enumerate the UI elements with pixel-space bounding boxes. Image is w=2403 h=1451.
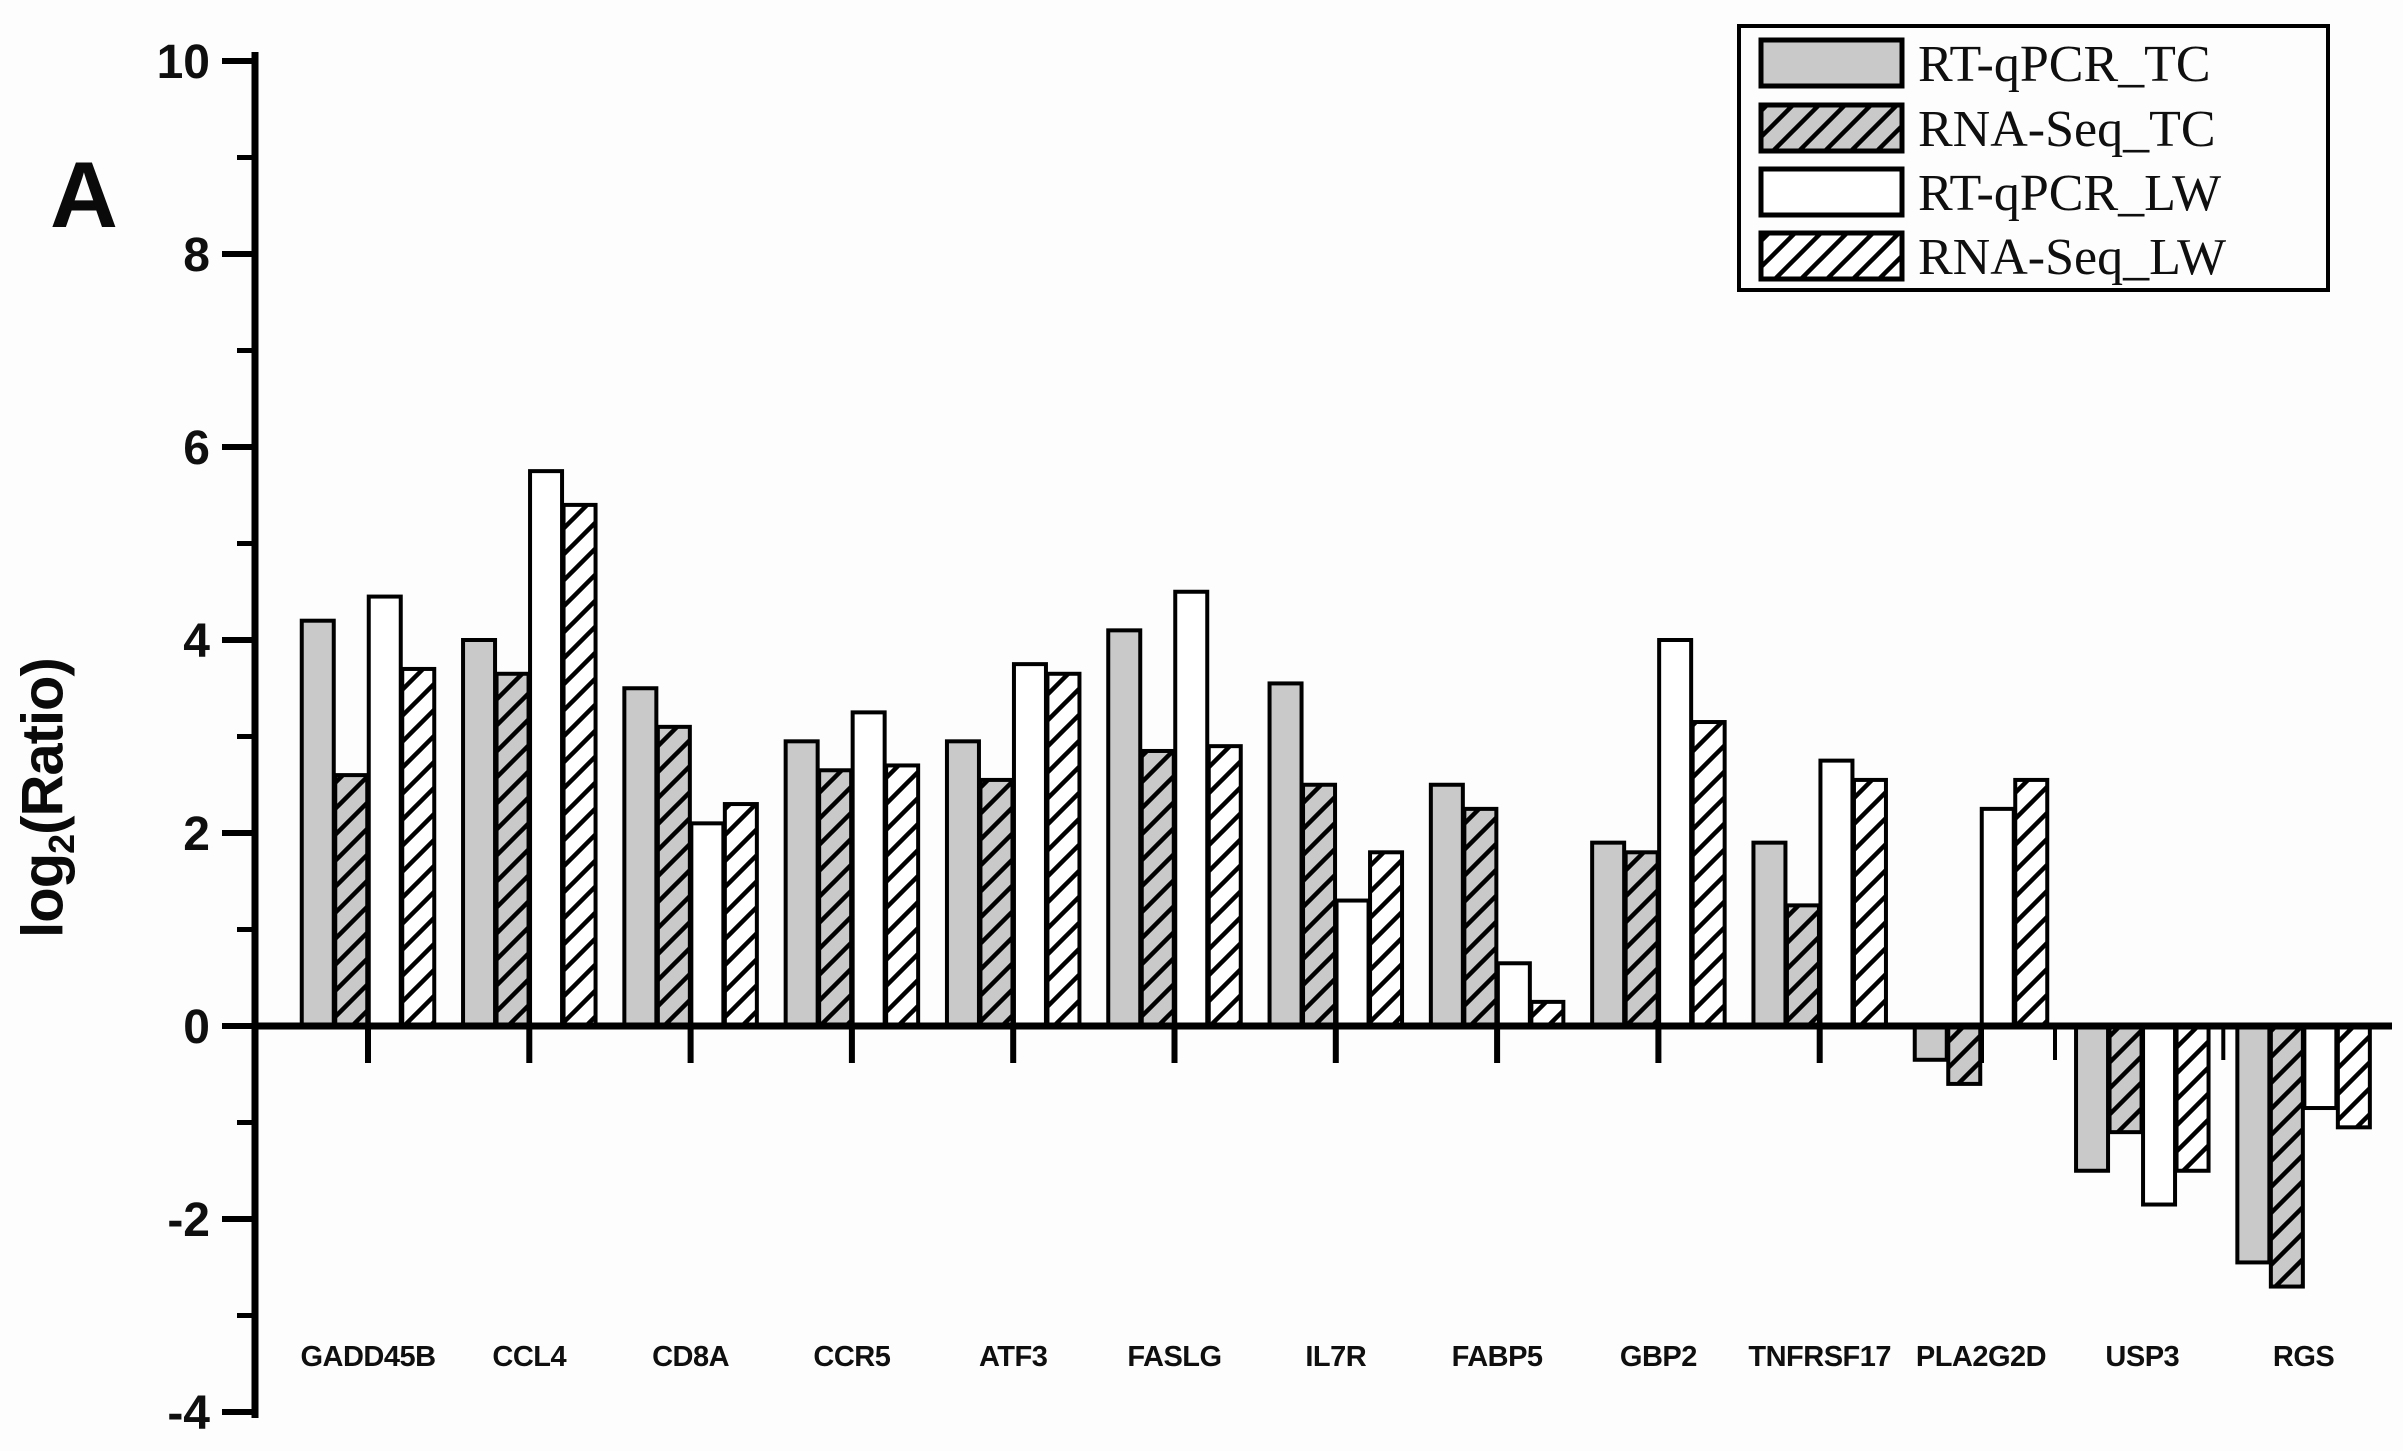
bar-FABP5-RT-qPCR_LW: [1495, 961, 1532, 1029]
y-tick-label--2: -2: [167, 1194, 210, 1247]
bar-RGS-RNA-Seq_TC: [2268, 1024, 2305, 1289]
x-category-label-GBP2: GBP2: [1620, 1341, 1697, 1373]
bar-ATF3-RT-qPCR_LW: [1011, 662, 1048, 1028]
bar-FASLG-RT-qPCR_TC: [1106, 628, 1143, 1028]
bar-ATF3-RNA-Seq_LW: [1045, 671, 1082, 1029]
y-tick-label-6: 6: [183, 422, 210, 475]
bar-USP3-RNA-Seq_LW: [2174, 1024, 2211, 1173]
bar-USP3-RNA-Seq_TC: [2107, 1024, 2144, 1135]
legend-label-RNA-Seq_TC: RNA-Seq_TC: [1918, 101, 2216, 158]
y-axis-title: log2(Ratio): [9, 658, 83, 938]
bar-IL7R-RT-qPCR_LW: [1334, 898, 1371, 1028]
y-tick-label--4: -4: [167, 1387, 210, 1440]
bar-PLA2G2D-RNA-Seq_TC: [1946, 1024, 1983, 1086]
x-category-label-CD8A: CD8A: [652, 1341, 730, 1373]
bar-GBP2-RNA-Seq_TC: [1623, 850, 1660, 1028]
bar-GBP2-RNA-Seq_LW: [1690, 720, 1727, 1029]
bar-CCL4-RT-qPCR_TC: [461, 638, 498, 1028]
bar-CCL4-RNA-Seq_LW: [561, 502, 598, 1028]
panel-label: A: [50, 142, 118, 247]
bar-GADD45B-RT-qPCR_TC: [299, 618, 336, 1028]
y-tick-label-8: 8: [183, 229, 210, 282]
x-category-label-FABP5: FABP5: [1452, 1341, 1543, 1373]
x-category-label-CCL4: CCL4: [492, 1341, 566, 1373]
x-category-label-TNFRSF17: TNFRSF17: [1748, 1341, 1891, 1373]
bar-ATF3-RNA-Seq_TC: [978, 777, 1015, 1028]
x-category-label-PLA2G2D: PLA2G2D: [1916, 1341, 2046, 1373]
bar-USP3-RT-qPCR_LW: [2141, 1024, 2178, 1207]
bar-RGS-RT-qPCR_LW: [2302, 1024, 2339, 1111]
bar-CD8A-RT-qPCR_LW: [689, 821, 726, 1028]
bar-CCL4-RT-qPCR_LW: [528, 469, 565, 1028]
bar-FASLG-RT-qPCR_LW: [1173, 589, 1210, 1028]
bar-FABP5-RNA-Seq_LW: [1529, 999, 1566, 1028]
x-category-label-IL7R: IL7R: [1305, 1341, 1366, 1373]
bar-RGS-RNA-Seq_LW: [2335, 1024, 2372, 1130]
bar-FABP5-RT-qPCR_TC: [1428, 782, 1465, 1028]
x-category-label-USP3: USP3: [2105, 1341, 2179, 1373]
bar-GADD45B-RNA-Seq_LW: [400, 666, 437, 1028]
bar-CCR5-RNA-Seq_LW: [884, 763, 921, 1028]
bar-CD8A-RT-qPCR_TC: [622, 686, 659, 1028]
x-category-label-GADD45B: GADD45B: [300, 1341, 435, 1373]
bar-GBP2-RT-qPCR_LW: [1657, 638, 1694, 1028]
bar-TNFRSF17-RT-qPCR_LW: [1818, 758, 1855, 1028]
bar-GBP2-RT-qPCR_TC: [1590, 840, 1627, 1029]
bar-CCL4-RNA-Seq_TC: [494, 671, 531, 1029]
legend-swatch-RT-qPCR_TC: [1758, 37, 1905, 89]
bar-CCR5-RT-qPCR_TC: [783, 739, 820, 1028]
legend-swatch-RNA-Seq_TC: [1758, 102, 1905, 154]
bar-TNFRSF17-RNA-Seq_TC: [1784, 903, 1821, 1028]
bar-RGS-RT-qPCR_TC: [2235, 1024, 2272, 1265]
bar-GADD45B-RNA-Seq_TC: [333, 773, 370, 1028]
legend-swatch-RNA-Seq_LW: [1758, 230, 1905, 282]
y-tick-label-2: 2: [183, 808, 210, 861]
legend-swatch-RT-qPCR_LW: [1758, 166, 1905, 218]
x-category-label-RGS: RGS: [2273, 1341, 2335, 1373]
bar-FABP5-RNA-Seq_TC: [1462, 806, 1499, 1028]
bar-CCR5-RT-qPCR_LW: [850, 710, 887, 1028]
bar-PLA2G2D-RT-qPCR_LW: [1979, 806, 2016, 1028]
legend-label-RT-qPCR_TC: RT-qPCR_TC: [1918, 36, 2211, 93]
bar-FASLG-RNA-Seq_LW: [1206, 744, 1243, 1029]
bar-CD8A-RNA-Seq_TC: [655, 724, 692, 1028]
bar-GADD45B-RT-qPCR_LW: [366, 594, 403, 1028]
bar-TNFRSF17-RNA-Seq_LW: [1851, 777, 1888, 1028]
bar-PLA2G2D-RNA-Seq_LW: [2013, 777, 2050, 1028]
bar-PLA2G2D-RT-qPCR_TC: [1912, 1024, 1949, 1062]
legend-label-RNA-Seq_LW: RNA-Seq_LW: [1918, 229, 2226, 286]
legend-label-RT-qPCR_LW: RT-qPCR_LW: [1918, 165, 2221, 222]
bar-TNFRSF17-RT-qPCR_TC: [1751, 840, 1788, 1029]
y-tick-label-10: 10: [157, 36, 210, 89]
bar-IL7R-RNA-Seq_TC: [1301, 782, 1338, 1028]
y-axis-title-pre: log: [10, 853, 76, 938]
bar-CD8A-RNA-Seq_LW: [722, 802, 759, 1028]
bar-ATF3-RT-qPCR_TC: [944, 739, 981, 1028]
bar-IL7R-RNA-Seq_LW: [1368, 850, 1405, 1028]
x-category-label-FASLG: FASLG: [1127, 1341, 1221, 1373]
bar-CCR5-RNA-Seq_TC: [817, 768, 854, 1029]
y-axis-title-sub: 2: [40, 834, 82, 854]
x-category-label-CCR5: CCR5: [813, 1341, 890, 1373]
y-tick-label-0: 0: [183, 1001, 210, 1054]
y-tick-label-4: 4: [183, 615, 210, 668]
y-axis-title-post: (Ratio): [10, 658, 76, 835]
bar-USP3-RT-qPCR_TC: [2074, 1024, 2111, 1173]
x-category-label-ATF3: ATF3: [979, 1341, 1048, 1373]
bar-FASLG-RNA-Seq_TC: [1139, 748, 1176, 1028]
bar-IL7R-RT-qPCR_TC: [1267, 681, 1304, 1028]
